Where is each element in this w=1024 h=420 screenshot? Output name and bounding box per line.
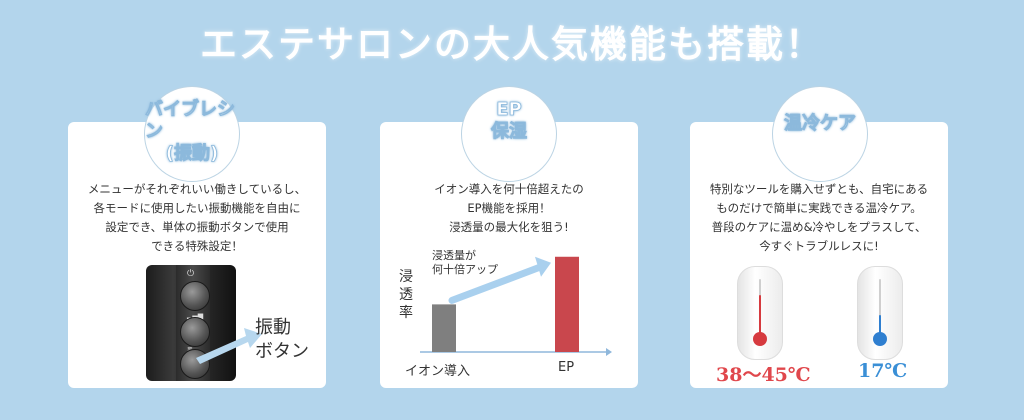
cold-temperature: 17℃ bbox=[858, 360, 908, 382]
bar-0 bbox=[432, 304, 456, 352]
badge-thermal: 温冷ケア bbox=[772, 86, 868, 182]
trend-arrow-icon bbox=[535, 256, 551, 277]
desc-line: 今すぐトラブルレスに! bbox=[759, 239, 879, 253]
badge-title: 温冷ケア bbox=[784, 113, 857, 135]
thermometer-bulb bbox=[753, 332, 767, 346]
thermometer-mercury bbox=[759, 295, 761, 335]
thermometer-bulb bbox=[873, 332, 887, 346]
badge-title: EP bbox=[496, 99, 522, 121]
device-button-middle bbox=[180, 317, 210, 347]
warm-thermometer-icon bbox=[737, 266, 783, 360]
desc-line: 普段のケアに温め&冷やしをプラスして、 bbox=[711, 220, 927, 234]
thermometer-mercury bbox=[879, 315, 881, 335]
callout-line: 振動 bbox=[255, 317, 291, 338]
thermometer-tube bbox=[879, 279, 881, 319]
desc-line: 各モードに使用したい振動機能を自由に bbox=[93, 201, 301, 215]
warm-temperature: 38～45℃ bbox=[716, 364, 811, 386]
badge-subtitle: (振動) bbox=[165, 143, 219, 165]
power-icon: ⏻ bbox=[187, 269, 195, 279]
vibration-button bbox=[180, 349, 210, 379]
device-button-top bbox=[180, 281, 210, 311]
desc-line: EP機能を採用！ bbox=[467, 201, 551, 215]
signal-icon: ▂▄▆ bbox=[187, 312, 204, 320]
vibration-description: メニューがそれぞれいい働きしているし、 各モードに使用したい振動機能を自由に 設… bbox=[68, 180, 326, 256]
desc-line: 浸透量の最大化を狙う! bbox=[449, 220, 569, 234]
x-tick-label-ep: EP bbox=[558, 360, 575, 375]
desc-line: 特別なツールを購入せずとも、自宅にある bbox=[709, 182, 929, 196]
bar-1 bbox=[555, 256, 579, 352]
cold-thermometer-icon bbox=[857, 266, 903, 360]
trend-arrow-line bbox=[448, 263, 545, 304]
annotation-line: 何十倍アップ bbox=[432, 263, 498, 276]
badge-vibration: バイブレシン (振動) bbox=[144, 86, 240, 182]
desc-line: 設定でき、単体の振動ボタンで使用 bbox=[105, 220, 289, 234]
annotation-line: 浸透量が bbox=[432, 249, 476, 262]
vibration-button-callout: 振動 ボタン bbox=[255, 316, 309, 364]
callout-arrow-icon bbox=[196, 328, 262, 364]
callout-line: ボタン bbox=[255, 341, 309, 362]
device-image: ⏻ ▂▄▆ ≋ bbox=[146, 265, 236, 381]
badge-subtitle: 保湿 bbox=[491, 121, 528, 143]
page-headline: エステサロンの大人気機能も搭載！ bbox=[200, 23, 824, 66]
x-tick-label-ion: イオン導入 bbox=[405, 364, 471, 379]
badge-ep: EP 保湿 bbox=[461, 86, 557, 182]
desc-line: ものだけで簡単に実践できる温冷ケア。 bbox=[716, 201, 922, 215]
chart-y-label: 浸透率 bbox=[399, 269, 413, 321]
desc-line: メニューがそれぞれいい働きしているし、 bbox=[87, 182, 307, 196]
ep-chart bbox=[420, 256, 612, 356]
badge-title: バイブレシン bbox=[145, 99, 236, 143]
x-axis-arrow-icon bbox=[606, 348, 612, 356]
thermal-description: 特別なツールを購入せずとも、自宅にある ものだけで簡単に実践できる温冷ケア。 普… bbox=[690, 180, 948, 256]
chart-annotation: 浸透量が 何十倍アップ bbox=[432, 249, 498, 277]
desc-line: できる特殊設定！ bbox=[151, 239, 243, 253]
ep-description: イオン導入を何十倍超えたの EP機能を採用！ 浸透量の最大化を狙う! bbox=[380, 180, 638, 237]
desc-line: イオン導入を何十倍超えたの bbox=[434, 182, 584, 196]
